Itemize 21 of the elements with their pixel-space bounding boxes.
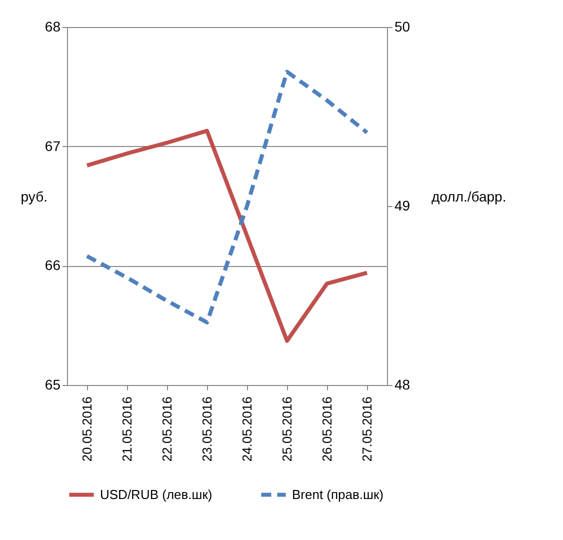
x-tick-label: 22.05.2016: [160, 396, 174, 462]
y-tick-label: 68: [44, 18, 61, 34]
y-axis-title: руб.: [20, 188, 48, 204]
line-series: [85, 70, 369, 324]
x-tick-label: 26.05.2016: [320, 396, 334, 462]
legend-label: Brent (прав.шк): [292, 486, 384, 502]
legend-label: USD/RUB (лев.шк): [100, 486, 212, 502]
y2-tick-label: 48: [394, 376, 410, 392]
x-tick-label: 27.05.2016: [360, 396, 374, 462]
x-tick-label: 20.05.2016: [80, 396, 94, 462]
x-tick-label: 21.05.2016: [120, 396, 134, 462]
y-tick-label: 66: [44, 257, 61, 274]
x-tick-label: 25.05.2016: [280, 396, 294, 462]
y-tick-label: 67: [44, 138, 61, 154]
line-series: [85, 128, 369, 343]
x-tick-label: 23.05.2016: [200, 396, 214, 462]
y-tick-label: 65: [44, 376, 61, 392]
y2-axis-title: долл./барр.: [432, 188, 506, 204]
x-tick-label: 24.05.2016: [240, 396, 254, 462]
y2-tick-label: 49: [394, 198, 410, 214]
y2-tick-label: 50: [394, 18, 410, 34]
